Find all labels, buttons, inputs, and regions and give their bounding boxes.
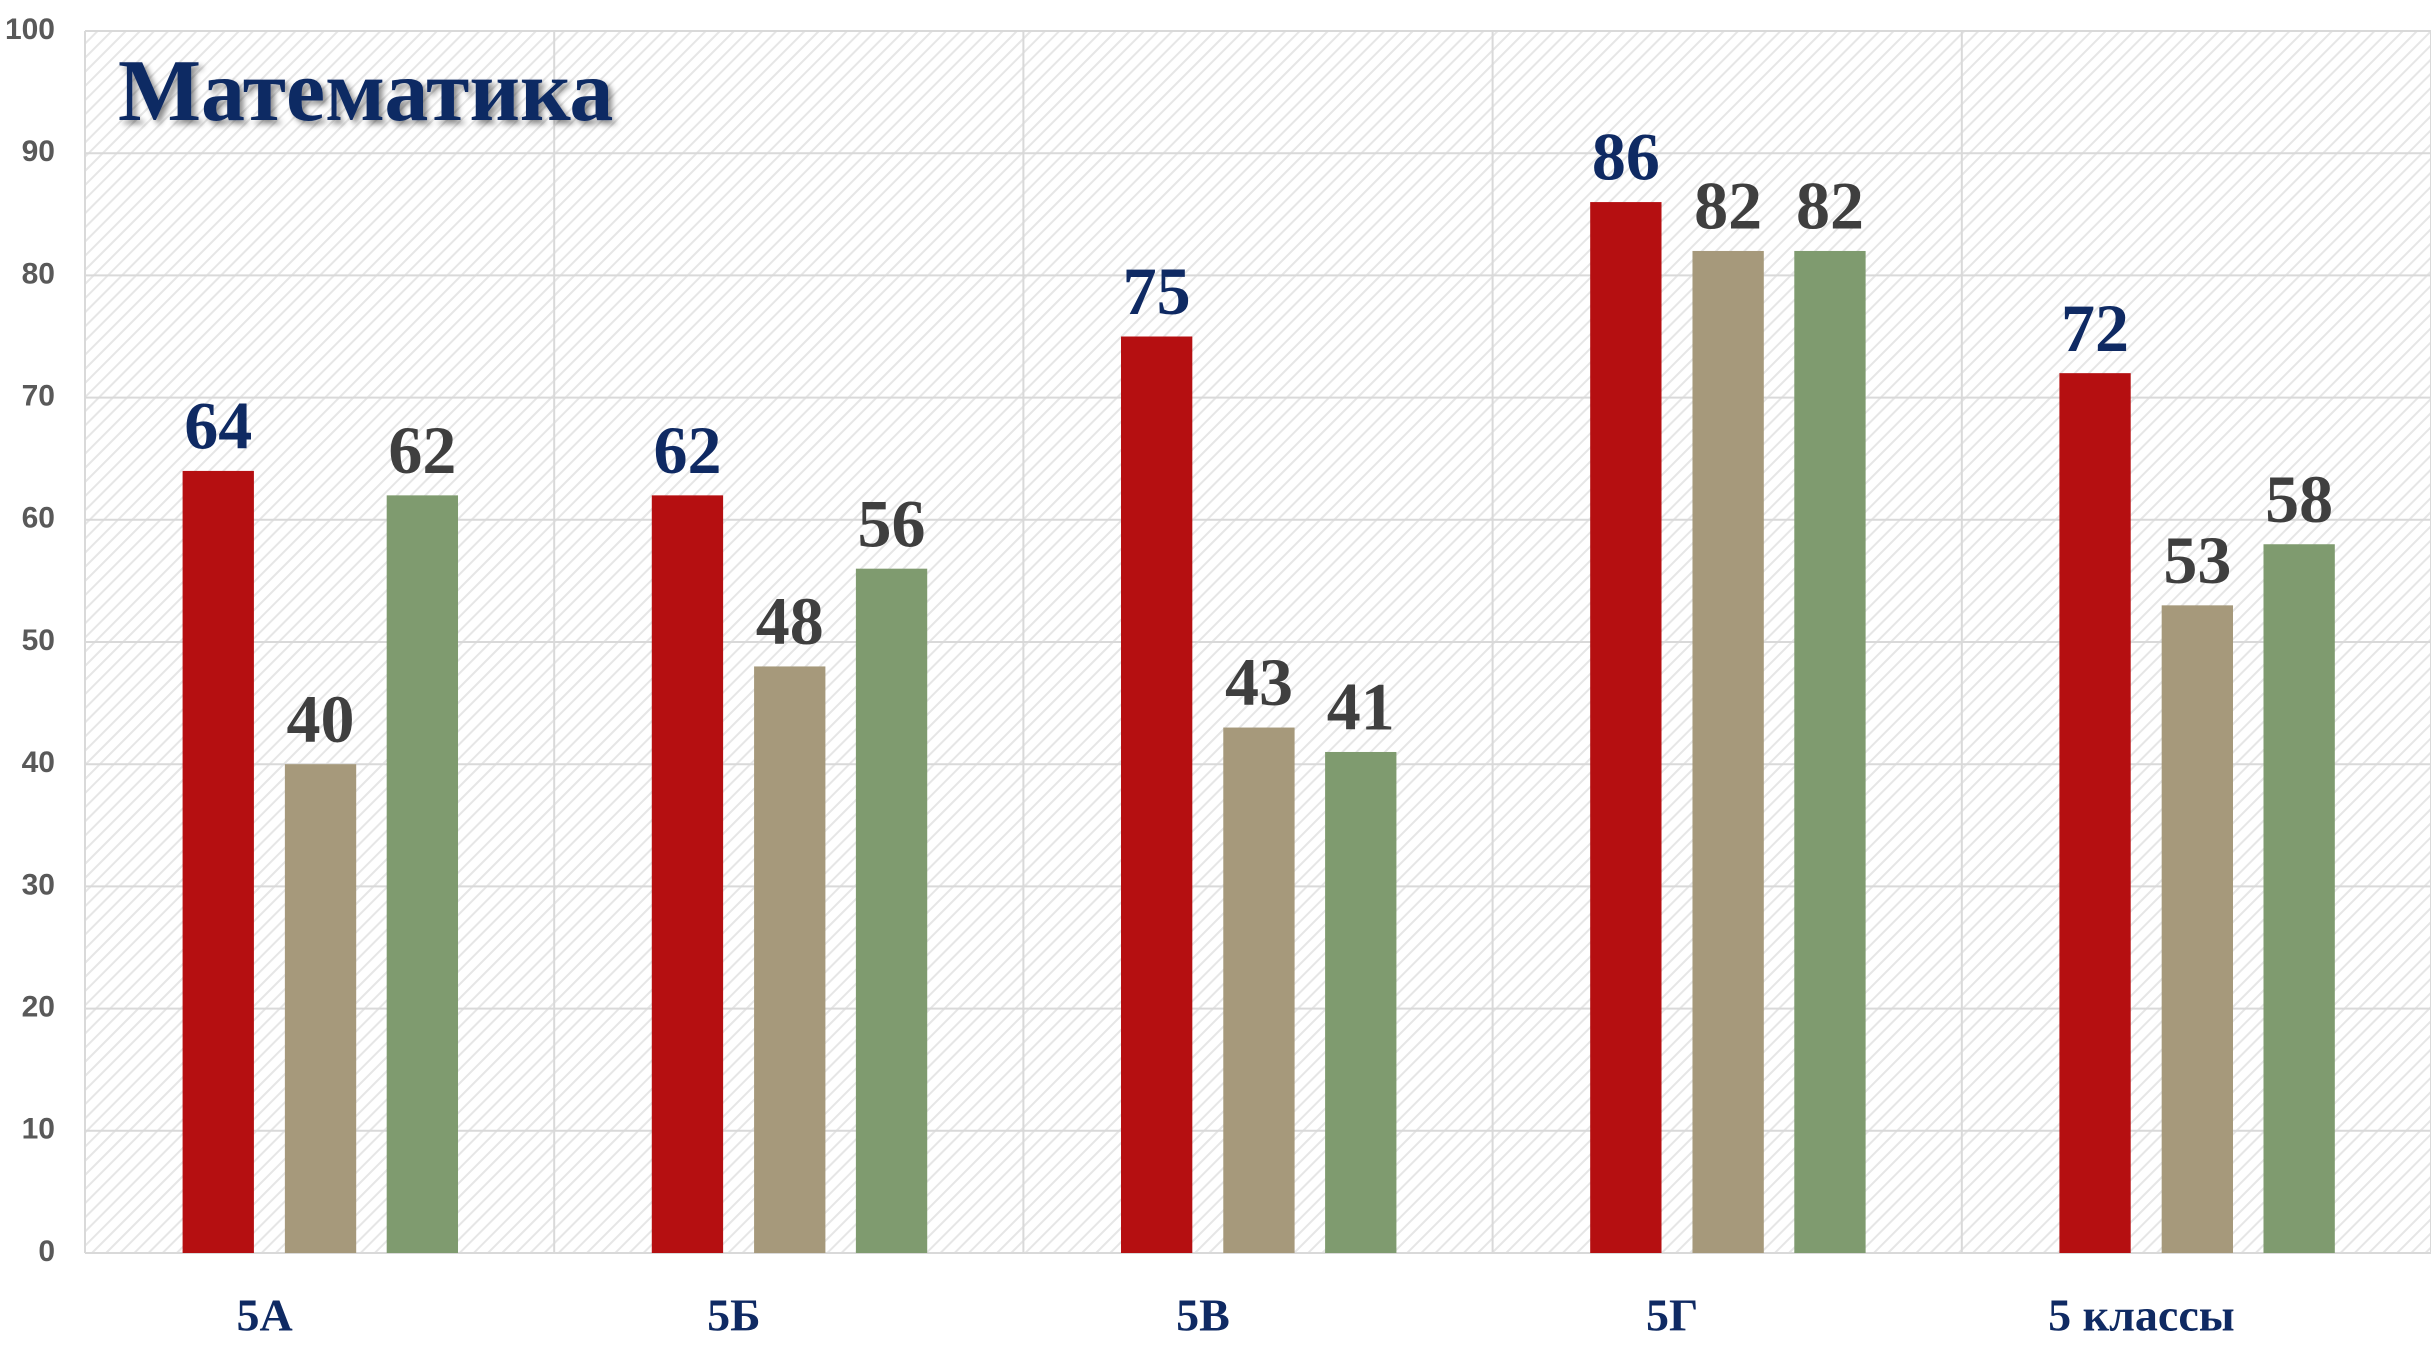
- y-tick-label: 90: [22, 135, 55, 168]
- y-tick-label: 20: [22, 991, 55, 1024]
- data-label: 82: [1796, 168, 1864, 244]
- bar: [1590, 202, 1662, 1254]
- bar: [1223, 727, 1295, 1253]
- data-label: 82: [1694, 168, 1762, 244]
- x-tick-label: 5Б: [707, 1290, 760, 1341]
- y-tick-label: 0: [38, 1235, 55, 1268]
- y-tick-label: 60: [22, 502, 55, 535]
- data-label: 62: [388, 412, 456, 488]
- bar: [1692, 250, 1764, 1253]
- data-label: 41: [1327, 669, 1395, 745]
- data-label: 43: [1225, 644, 1293, 720]
- data-label: 86: [1592, 119, 1660, 195]
- bar: [284, 764, 357, 1253]
- y-tick-label: 40: [22, 746, 55, 779]
- marks: 64 40 62 62 48 56 75 43 41 86 82 82 72 53 58: [182, 119, 2335, 1254]
- y-tick-label: 80: [22, 257, 55, 290]
- bar: [1794, 250, 1866, 1253]
- bar: [1120, 336, 1193, 1253]
- bar: [1325, 751, 1397, 1253]
- y-tick-label: 10: [22, 1113, 55, 1146]
- x-tick-label: 5Г: [1646, 1290, 1698, 1341]
- data-label: 48: [756, 583, 824, 659]
- x-tick-label: 5А: [236, 1290, 292, 1341]
- bar: [2161, 605, 2233, 1253]
- bar: [651, 495, 724, 1253]
- y-tick-label: 50: [22, 624, 55, 657]
- bar: [855, 568, 928, 1253]
- bar: [754, 666, 826, 1253]
- data-label: 56: [858, 485, 926, 561]
- y-tick-label: 100: [5, 13, 55, 46]
- data-label: 72: [2061, 290, 2129, 366]
- data-label: 58: [2265, 461, 2333, 537]
- bar: [386, 495, 459, 1253]
- x-tick-label: 5 классы: [2048, 1290, 2235, 1341]
- data-label: 53: [2163, 522, 2231, 598]
- y-tick-label: 70: [22, 380, 55, 413]
- bar: [2059, 373, 2131, 1253]
- data-label: 75: [1123, 253, 1191, 329]
- data-label: 64: [184, 388, 252, 464]
- chart-title: Математика: [118, 43, 613, 140]
- x-tick-label: 5В: [1176, 1290, 1230, 1341]
- y-tick-label: 30: [22, 868, 55, 901]
- data-label: 40: [287, 681, 355, 757]
- bar: [2263, 544, 2335, 1253]
- bar: [182, 470, 254, 1253]
- data-label: 62: [653, 412, 721, 488]
